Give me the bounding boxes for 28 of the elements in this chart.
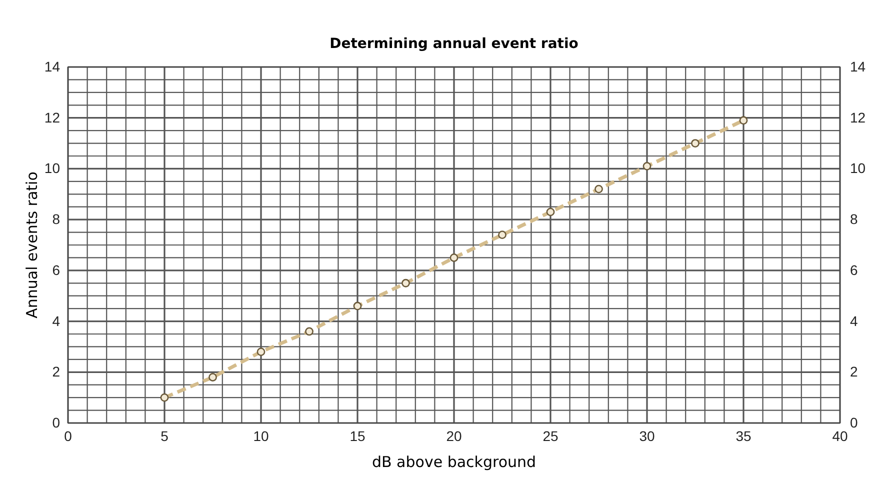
chart-title: Determining annual event ratio (330, 36, 579, 52)
x-tick-label: 10 (253, 428, 269, 444)
y-tick-label: 12 (44, 109, 60, 126)
y2-tick-label: 12 (850, 109, 866, 126)
y-tick-label: 4 (52, 312, 60, 329)
y2-tick-label: 2 (850, 364, 858, 380)
y2-tick-label: 8 (850, 211, 858, 228)
y2-tick-label: 0 (850, 414, 858, 430)
y-tick-label: 2 (52, 364, 60, 380)
y-tick-label: 14 (44, 58, 60, 74)
y-tick-label: 6 (52, 262, 60, 278)
y-tick-label: 10 (44, 160, 60, 176)
x-tick-label: 5 (160, 428, 169, 444)
y2-tick-label: 10 (850, 160, 866, 176)
x-tick-label: 40 (832, 428, 848, 444)
y-tick-label: 8 (52, 211, 60, 228)
y-axis-title: Annual events ratio (23, 172, 41, 318)
x-tick-label: 0 (64, 428, 72, 444)
y2-tick-label: 4 (850, 312, 858, 329)
x-tick-label: 15 (350, 428, 366, 444)
x-axis-title: dB above background (372, 453, 536, 471)
x-tick-label: 20 (446, 428, 462, 444)
x-tick-label: 25 (542, 428, 558, 444)
y2-tick-label: 6 (850, 262, 858, 278)
y-tick-label: 0 (52, 414, 60, 430)
x-tick-label: 35 (736, 428, 752, 444)
x-tick-label: 30 (639, 428, 655, 444)
y2-tick-label: 14 (850, 58, 866, 74)
